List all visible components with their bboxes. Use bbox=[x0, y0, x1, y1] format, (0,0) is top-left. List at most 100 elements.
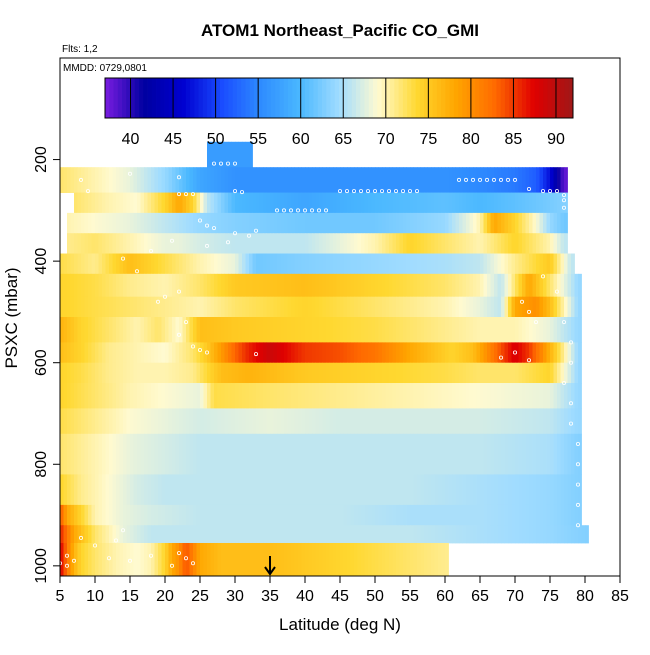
heatmap-cell bbox=[445, 383, 449, 409]
heatmap-cell bbox=[305, 212, 309, 234]
observation-point bbox=[344, 189, 349, 194]
heatmap-cell bbox=[98, 408, 103, 435]
heatmap-cell bbox=[214, 317, 218, 343]
heatmap-cell bbox=[504, 192, 509, 214]
colorbar-segment bbox=[194, 78, 199, 118]
heatmap-cell bbox=[410, 253, 414, 275]
heatmap-cell bbox=[462, 408, 467, 435]
observation-point bbox=[274, 208, 279, 213]
heatmap-cell bbox=[84, 408, 89, 435]
heatmap-cell bbox=[284, 317, 288, 343]
heatmap-cell bbox=[459, 296, 463, 318]
heatmap-cell bbox=[546, 525, 551, 544]
heatmap-cell bbox=[203, 233, 208, 254]
heatmap-cell bbox=[186, 296, 190, 318]
heatmap-cell bbox=[298, 233, 302, 254]
colorbar-segment bbox=[105, 78, 110, 118]
heatmap-cell bbox=[228, 192, 232, 214]
heatmap-cell bbox=[158, 273, 162, 298]
heatmap-cell bbox=[119, 504, 124, 526]
heatmap-cell bbox=[445, 474, 449, 506]
heatmap-cell bbox=[403, 296, 407, 318]
heatmap-cell bbox=[382, 317, 386, 343]
heatmap-cell bbox=[207, 253, 211, 275]
heatmap-cell bbox=[466, 525, 470, 544]
heatmap-cell bbox=[151, 525, 155, 544]
heatmap-cell bbox=[487, 408, 491, 435]
heatmap-cell bbox=[574, 317, 579, 343]
heatmap-cell bbox=[147, 408, 152, 435]
heatmap-cell bbox=[476, 342, 481, 364]
heatmap-cell bbox=[553, 296, 558, 318]
heatmap-cell bbox=[130, 525, 134, 544]
heatmap-cell bbox=[70, 233, 75, 254]
heatmap-cell bbox=[259, 362, 264, 384]
heatmap-cell bbox=[378, 167, 383, 193]
heatmap-cell bbox=[459, 317, 463, 343]
heatmap-cell bbox=[504, 525, 509, 544]
heatmap-cell bbox=[193, 474, 197, 506]
heatmap-cell bbox=[480, 296, 484, 318]
heatmap-cell bbox=[242, 296, 246, 318]
observation-point bbox=[569, 360, 574, 365]
heatmap-cell bbox=[74, 362, 78, 384]
heatmap-cell bbox=[382, 342, 386, 364]
heatmap-cell bbox=[224, 273, 229, 298]
heatmap-cell bbox=[88, 192, 92, 214]
heatmap-cell bbox=[189, 542, 194, 577]
heatmap-cell bbox=[511, 474, 516, 506]
heatmap-cell bbox=[270, 342, 274, 364]
heatmap-cell bbox=[305, 408, 309, 435]
heatmap-cell bbox=[364, 383, 369, 409]
heatmap-cell bbox=[333, 296, 337, 318]
heatmap-cell bbox=[322, 383, 327, 409]
heatmap-cell bbox=[189, 383, 194, 409]
heatmap-cell bbox=[413, 383, 418, 409]
colorbar-segment bbox=[483, 78, 489, 118]
heatmap-cell bbox=[109, 296, 113, 318]
heatmap-cell bbox=[371, 383, 376, 409]
heatmap-cell bbox=[581, 525, 586, 544]
heatmap-cell bbox=[494, 296, 498, 318]
heatmap-cell bbox=[95, 212, 99, 234]
observation-point bbox=[498, 177, 503, 182]
heatmap-cell bbox=[273, 408, 278, 435]
heatmap-cell bbox=[67, 383, 71, 409]
heatmap-cell bbox=[228, 474, 232, 506]
heatmap-cell bbox=[273, 525, 278, 544]
heatmap-cell bbox=[473, 273, 477, 298]
heatmap-cell bbox=[291, 253, 295, 275]
heatmap-cell bbox=[109, 273, 113, 298]
heatmap-cell bbox=[116, 383, 120, 409]
heatmap-cell bbox=[350, 273, 355, 298]
heatmap-cell bbox=[445, 233, 449, 254]
heatmap-cell bbox=[256, 342, 260, 364]
heatmap-cell bbox=[151, 296, 155, 318]
heatmap-cell bbox=[151, 317, 155, 343]
heatmap-cell bbox=[102, 362, 106, 384]
heatmap-cell bbox=[217, 253, 222, 275]
heatmap-cell bbox=[74, 212, 78, 234]
heatmap-cell bbox=[413, 362, 418, 384]
observation-point bbox=[65, 553, 70, 558]
heatmap-cell bbox=[312, 253, 316, 275]
heatmap-cell bbox=[326, 253, 330, 275]
heatmap-cell bbox=[532, 317, 537, 343]
heatmap-cell bbox=[329, 408, 334, 435]
heatmap-cell bbox=[564, 504, 568, 526]
heatmap-cell bbox=[112, 317, 117, 343]
colorbar-segment bbox=[130, 78, 136, 118]
colorbar-segment bbox=[143, 78, 148, 118]
heatmap-cell bbox=[410, 317, 414, 343]
x-tick-label: 80 bbox=[576, 588, 594, 605]
heatmap-cell bbox=[112, 192, 117, 214]
heatmap-cell bbox=[557, 433, 561, 475]
heatmap-cell bbox=[280, 383, 285, 409]
heatmap-cell bbox=[368, 342, 372, 364]
heatmap-cell bbox=[340, 542, 344, 577]
heatmap-cell bbox=[434, 433, 439, 475]
heatmap-cell bbox=[396, 253, 400, 275]
heatmap-cell bbox=[77, 542, 82, 577]
heatmap-cell bbox=[81, 192, 85, 214]
colorbar-segment bbox=[394, 78, 399, 118]
